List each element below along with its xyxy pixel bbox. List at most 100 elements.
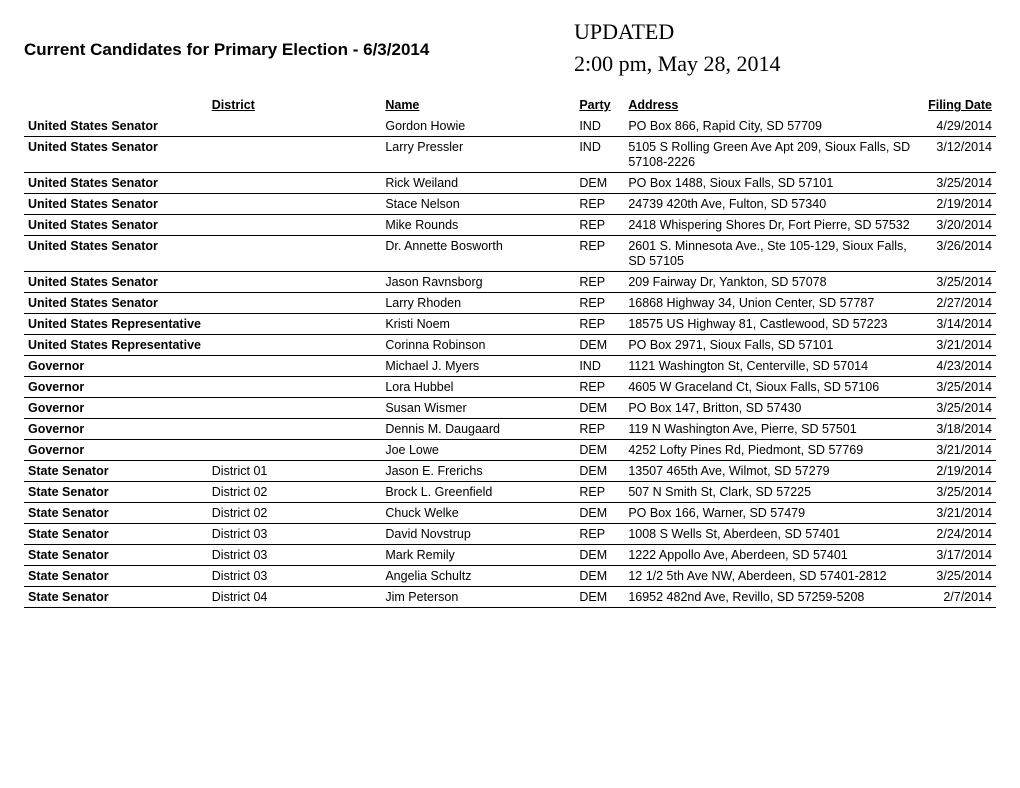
cell-filing: 4/23/2014	[914, 356, 996, 377]
cell-district: District 03	[208, 566, 382, 587]
cell-district: District 04	[208, 587, 382, 608]
cell-district	[208, 356, 382, 377]
cell-party: DEM	[575, 335, 624, 356]
cell-address: 119 N Washington Ave, Pierre, SD 57501	[624, 419, 914, 440]
cell-address: 1222 Appollo Ave, Aberdeen, SD 57401	[624, 545, 914, 566]
cell-district: District 02	[208, 503, 382, 524]
cell-filing: 3/18/2014	[914, 419, 996, 440]
cell-office: Governor	[24, 440, 208, 461]
cell-name: Rick Weiland	[381, 173, 575, 194]
cell-filing: 4/29/2014	[914, 116, 996, 137]
cell-office: United States Senator	[24, 194, 208, 215]
cell-party: DEM	[575, 440, 624, 461]
cell-office: United States Representative	[24, 335, 208, 356]
cell-name: Gordon Howie	[381, 116, 575, 137]
cell-name: Chuck Welke	[381, 503, 575, 524]
cell-party: DEM	[575, 461, 624, 482]
cell-address: 12 1/2 5th Ave NW, Aberdeen, SD 57401-28…	[624, 566, 914, 587]
updated-time: 2:00 pm, May 28, 2014	[574, 49, 996, 79]
cell-district: District 03	[208, 545, 382, 566]
updated-block: UPDATED 2:00 pm, May 28, 2014	[566, 18, 996, 78]
cell-party: DEM	[575, 503, 624, 524]
cell-district: District 03	[208, 524, 382, 545]
cell-district	[208, 194, 382, 215]
cell-party: REP	[575, 272, 624, 293]
table-row: United States RepresentativeCorinna Robi…	[24, 335, 996, 356]
cell-party: IND	[575, 356, 624, 377]
cell-party: IND	[575, 116, 624, 137]
cell-office: State Senator	[24, 524, 208, 545]
col-office	[24, 96, 208, 116]
cell-name: Dennis M. Daugaard	[381, 419, 575, 440]
table-body: United States SenatorGordon HowieINDPO B…	[24, 116, 996, 608]
cell-name: Larry Rhoden	[381, 293, 575, 314]
cell-filing: 3/25/2014	[914, 173, 996, 194]
cell-office: United States Senator	[24, 116, 208, 137]
cell-filing: 2/19/2014	[914, 194, 996, 215]
cell-office: United States Senator	[24, 272, 208, 293]
table-row: State SenatorDistrict 03Angelia SchultzD…	[24, 566, 996, 587]
cell-district	[208, 215, 382, 236]
page-header: Current Candidates for Primary Election …	[24, 18, 996, 78]
cell-district: District 02	[208, 482, 382, 503]
cell-office: United States Representative	[24, 314, 208, 335]
col-district: District	[208, 96, 382, 116]
col-filing: Filing Date	[914, 96, 996, 116]
cell-name: Mark Remily	[381, 545, 575, 566]
cell-office: State Senator	[24, 545, 208, 566]
cell-district	[208, 173, 382, 194]
cell-office: Governor	[24, 398, 208, 419]
table-row: State SenatorDistrict 02Brock L. Greenfi…	[24, 482, 996, 503]
cell-district	[208, 137, 382, 173]
cell-address: 2601 S. Minnesota Ave., Ste 105-129, Sio…	[624, 236, 914, 272]
cell-district	[208, 377, 382, 398]
cell-district	[208, 314, 382, 335]
cell-name: Mike Rounds	[381, 215, 575, 236]
col-party: Party	[575, 96, 624, 116]
cell-office: United States Senator	[24, 215, 208, 236]
cell-filing: 2/24/2014	[914, 524, 996, 545]
cell-district	[208, 116, 382, 137]
cell-address: 24739 420th Ave, Fulton, SD 57340	[624, 194, 914, 215]
cell-party: REP	[575, 215, 624, 236]
cell-party: REP	[575, 377, 624, 398]
cell-address: 16952 482nd Ave, Revillo, SD 57259-5208	[624, 587, 914, 608]
cell-name: Angelia Schultz	[381, 566, 575, 587]
table-row: United States SenatorStace NelsonREP2473…	[24, 194, 996, 215]
cell-name: Jason Ravnsborg	[381, 272, 575, 293]
table-row: United States SenatorLarry RhodenREP1686…	[24, 293, 996, 314]
cell-filing: 3/17/2014	[914, 545, 996, 566]
cell-office: State Senator	[24, 482, 208, 503]
cell-address: 1008 S Wells St, Aberdeen, SD 57401	[624, 524, 914, 545]
cell-filing: 3/12/2014	[914, 137, 996, 173]
cell-address: 13507 465th Ave, Wilmot, SD 57279	[624, 461, 914, 482]
cell-address: 2418 Whispering Shores Dr, Fort Pierre, …	[624, 215, 914, 236]
cell-name: Joe Lowe	[381, 440, 575, 461]
cell-address: PO Box 866, Rapid City, SD 57709	[624, 116, 914, 137]
page-title: Current Candidates for Primary Election …	[24, 40, 566, 60]
table-row: United States SenatorJason RavnsborgREP2…	[24, 272, 996, 293]
cell-office: Governor	[24, 356, 208, 377]
candidates-table: District Name Party Address Filing Date …	[24, 96, 996, 608]
cell-name: Larry Pressler	[381, 137, 575, 173]
cell-name: David Novstrup	[381, 524, 575, 545]
table-row: United States SenatorDr. Annette Boswort…	[24, 236, 996, 272]
table-row: GovernorSusan WismerDEMPO Box 147, Britt…	[24, 398, 996, 419]
cell-address: 507 N Smith St, Clark, SD 57225	[624, 482, 914, 503]
cell-address: PO Box 166, Warner, SD 57479	[624, 503, 914, 524]
cell-filing: 2/19/2014	[914, 461, 996, 482]
cell-filing: 3/25/2014	[914, 566, 996, 587]
cell-name: Stace Nelson	[381, 194, 575, 215]
cell-office: United States Senator	[24, 173, 208, 194]
cell-filing: 3/14/2014	[914, 314, 996, 335]
cell-filing: 3/25/2014	[914, 398, 996, 419]
table-row: State SenatorDistrict 03Mark RemilyDEM12…	[24, 545, 996, 566]
cell-filing: 3/26/2014	[914, 236, 996, 272]
cell-district	[208, 419, 382, 440]
table-row: GovernorLora HubbelREP4605 W Graceland C…	[24, 377, 996, 398]
cell-address: 4252 Lofty Pines Rd, Piedmont, SD 57769	[624, 440, 914, 461]
table-row: United States Senator Mike RoundsREP2418 …	[24, 215, 996, 236]
cell-filing: 3/25/2014	[914, 482, 996, 503]
cell-district	[208, 293, 382, 314]
table-row: United States RepresentativeKristi NoemR…	[24, 314, 996, 335]
